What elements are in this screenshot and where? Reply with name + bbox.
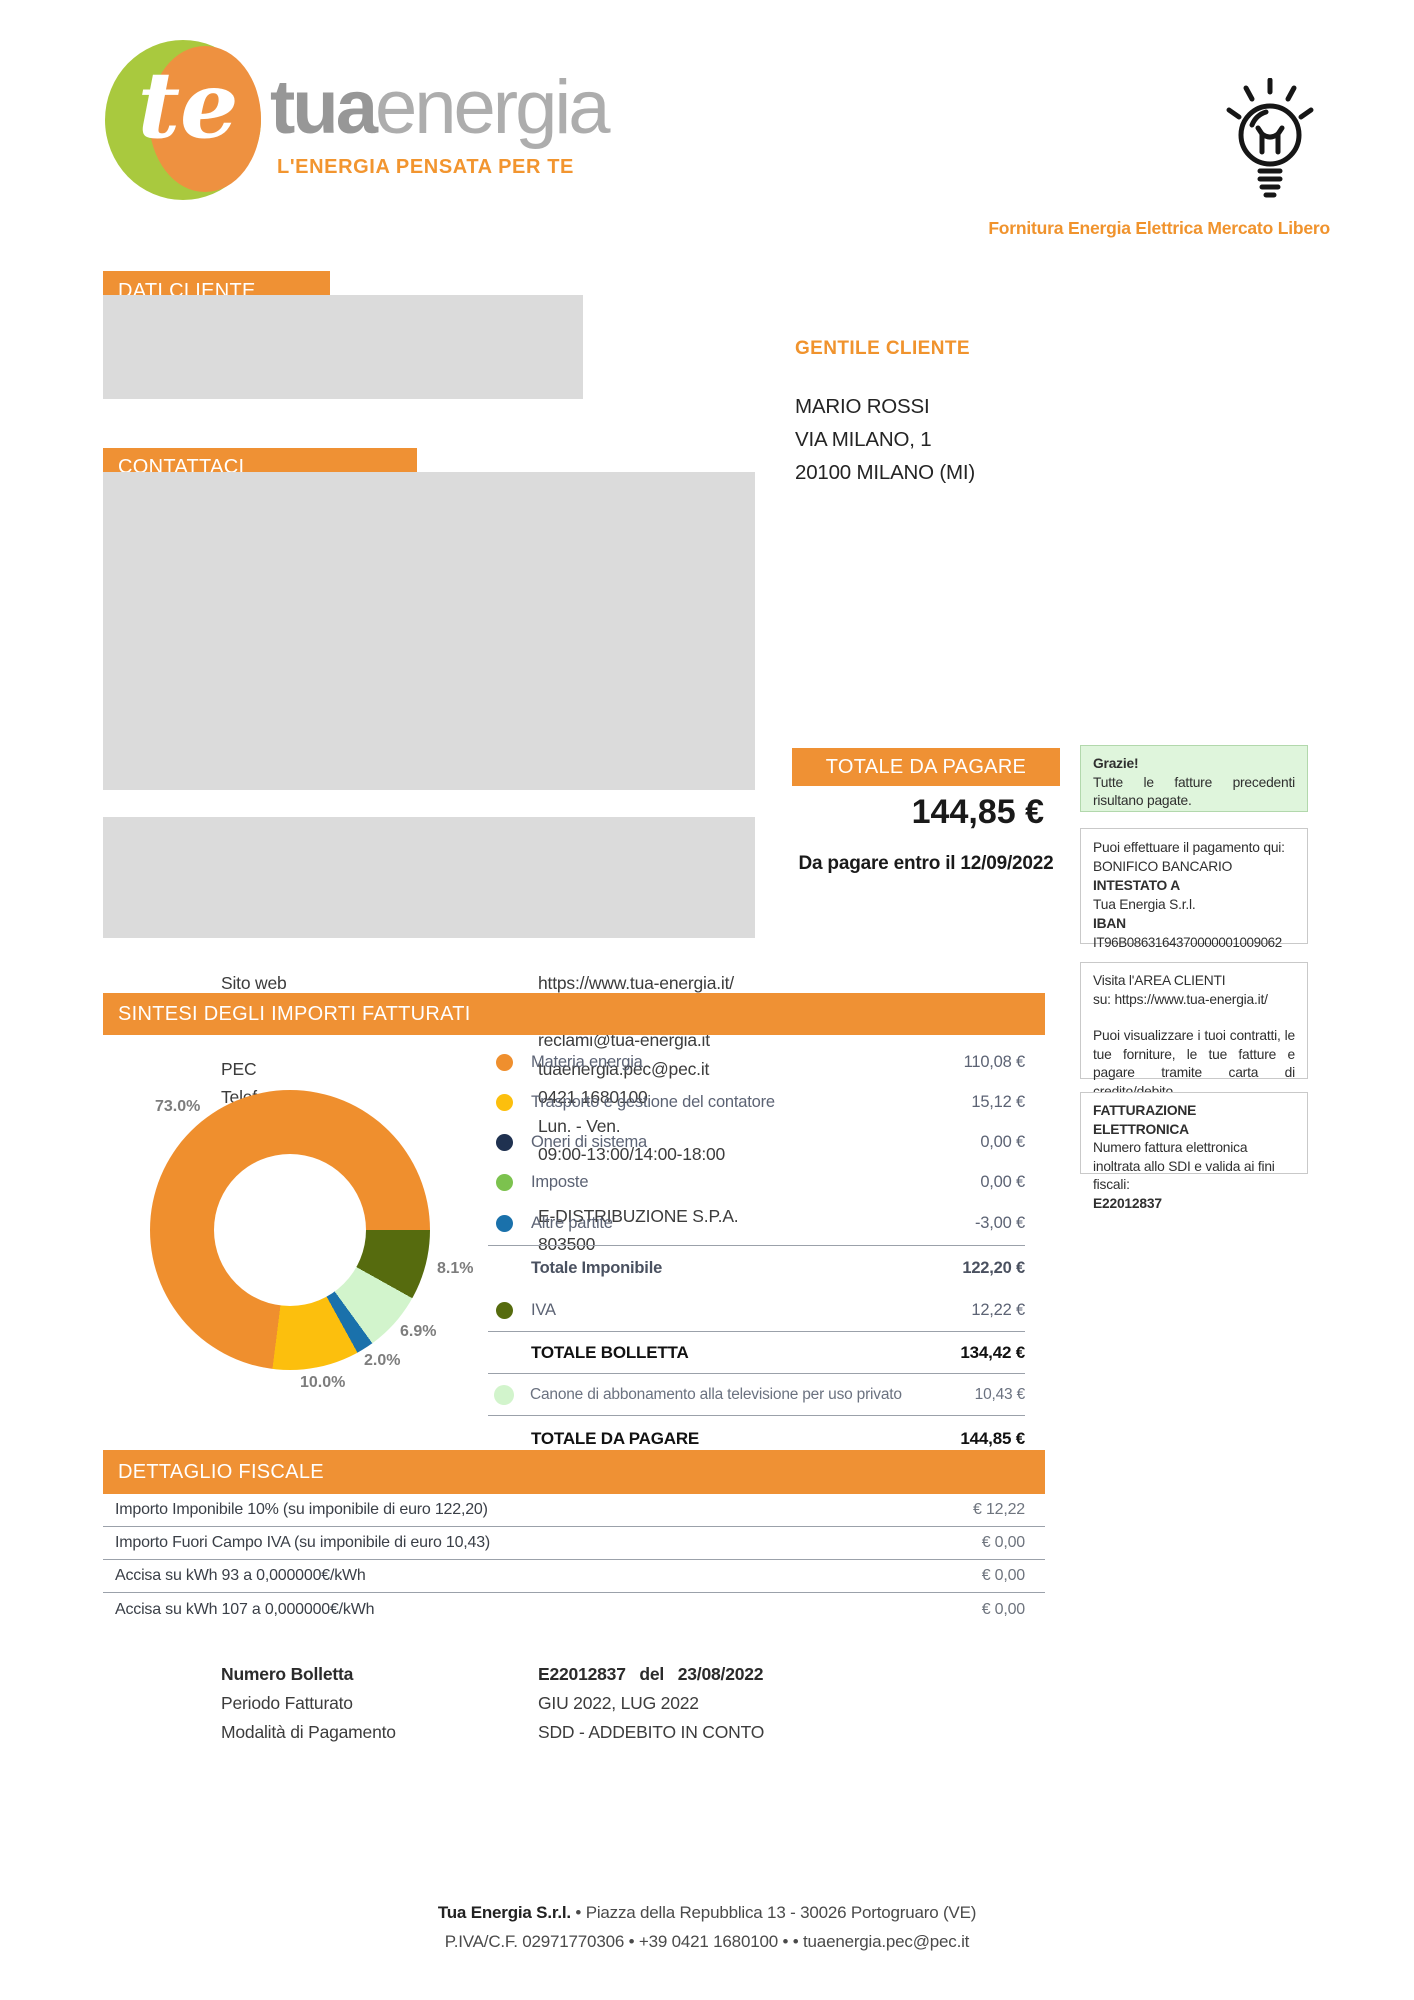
dati-cliente-box: Codice cliente00001234 Codice fiscaleABC… [103, 295, 622, 670]
logo-orange-oval [149, 46, 261, 192]
intestato-value: Tua Energia S.r.l. [1093, 897, 1196, 912]
intestato-label: INTESTATO A [1093, 878, 1180, 893]
materia-dot-icon [496, 1053, 513, 1071]
legend-row-oneri: Oneri di sistema 0,00 € [488, 1122, 1025, 1162]
oneri-dot-icon [496, 1133, 513, 1151]
supply-type-label: Fornitura Energia Elettrica Mercato Libe… [988, 218, 1330, 238]
logo-monogram: te [137, 51, 239, 159]
logo-word-tua: tua [270, 65, 378, 150]
totale-bolletta-row: TOTALE BOLLETTA 134,42 € [488, 1332, 1025, 1374]
area-clienti-line1: Visita l'AREA CLIENTI [1093, 973, 1226, 988]
footer-line2: P.IVA/C.F. 02971770306 • +39 0421 168010… [444, 1932, 970, 1951]
pie-label-20: 2.0% [364, 1352, 401, 1369]
contact-row: Sito web https://www.tua-energia.it/ [221, 973, 734, 993]
contact-row: 09:00-13:00/14:00-18:00 [538, 1144, 726, 1164]
periodo-fatturato-row: Periodo Fatturato GIU 2022, LUG 2022 [221, 1693, 699, 1713]
pie-label-81: 8.1% [437, 1260, 474, 1277]
contact-row: 803500 [538, 1234, 596, 1254]
pie-label-73: 73.0% [155, 1098, 201, 1115]
gentile-cliente-title: GENTILE CLIENTE [795, 338, 970, 359]
trasporto-dot-icon [496, 1093, 513, 1111]
customer-city: 20100 MILANO (MI) [795, 461, 976, 484]
tax-row: Accisa su kWh 107 a 0,000000€/kWh € 0,00 [115, 1600, 1025, 1618]
canone-row: Canone di abbonamento alla televisione p… [488, 1374, 1025, 1416]
contact-row: PEC tuaenergia.pec@pec.it [221, 1058, 710, 1079]
canone-dot-icon [494, 1384, 514, 1405]
footer-company: Tua Energia S.r.l. [437, 1903, 571, 1922]
tax-row: Importo Fuori Campo IVA (su imponibile d… [103, 1527, 1045, 1560]
tax-row: Accisa su kWh 93 a 0,000000€/kWh € 0,00 [103, 1560, 1045, 1593]
fatturazione-box: FATTURAZIONE ELETTRONICA Numero fattura … [1080, 1092, 1308, 1211]
fatturazione-text: Numero fattura elettronica inoltrata all… [1093, 1140, 1275, 1192]
modalita-pagamento-row: Modalità di Pagamento SDD - ADDEBITO IN C… [221, 1722, 765, 1742]
dettaglio-fiscale-header: DETTAGLIO FISCALE [103, 1450, 1045, 1494]
grazie-text: Tutte le fatture precedenti risultano pa… [1093, 774, 1295, 809]
area-clienti-text: Puoi visualizzare i tuoi contratti, le t… [1093, 1028, 1295, 1099]
tax-row: Importo Imponibile 10% (su imponibile di… [103, 1494, 1045, 1527]
legend-row-altre: Altre partite -3,00 € [488, 1202, 1025, 1246]
iva-dot-icon [496, 1302, 513, 1319]
legend-row-materia: Materia energia 110,08 € [488, 1042, 1025, 1082]
totale-finale-row: TOTALE DA PAGARE 144,85 € [531, 1429, 1025, 1448]
due-date-label: Da pagare entro il 12/09/2022 [798, 853, 1054, 874]
donut-chart [150, 1090, 430, 1370]
dettaglio-fiscale-table: Importo Imponibile 10% (su imponibile di… [103, 1494, 1045, 1626]
importi-legend: Materia energia 110,08 € Trasporto e gest… [488, 1042, 1025, 1462]
numero-bolletta-row: Numero Bolletta E22012837 del 23/08/2022 [221, 1664, 764, 1684]
legend-row-imposte: Imposte 0,00 € [488, 1162, 1025, 1202]
iban-value: IT96B0863164370000001009062 [1093, 935, 1282, 950]
area-clienti-url: su: https://www.tua-energia.it/ [1093, 991, 1268, 1007]
imposte-dot-icon [496, 1173, 513, 1191]
area-clienti-box: Visita l'AREA CLIENTI su: https://www.tu… [1080, 962, 1308, 1099]
pie-label-100: 10.0% [300, 1374, 346, 1391]
payment-line1: Puoi effettuare il pagamento qui: [1093, 840, 1285, 855]
customer-street: VIA MILANO, 1 [795, 428, 932, 451]
iva-row: IVA 12,22 € [488, 1290, 1025, 1332]
contact-row: reclami@tua-energia.it [538, 1030, 710, 1050]
totale-da-pagare-amount: 144,85 € [911, 793, 1044, 831]
lightbulb-icon [1222, 77, 1318, 209]
grazie-note: Grazie! Tutte le fatture precedenti risu… [1080, 745, 1308, 812]
customer-address: MARIO ROSSI VIA MILANO, 1 20100 MILANO (… [795, 390, 975, 489]
totale-da-pagare-header: TOTALE DA PAGARE [792, 748, 1060, 786]
totale-imponibile-row: Totale Imponibile 122,20 € [531, 1258, 1025, 1277]
bolletta-info-box: Numero Bolletta E22012837 del 23/08/2022 … [103, 817, 764, 1742]
pie-label-69: 6.9% [400, 1323, 437, 1340]
grazie-title: Grazie! [1093, 756, 1139, 771]
payment-method: BONIFICO BANCARIO [1093, 859, 1233, 874]
legend-row-trasporto: Trasporto e gestione del contatore 15,12 … [488, 1082, 1025, 1122]
company-logo: te tuaenergia L'ENERGIA PENSATA PER TE [105, 38, 745, 208]
footer: Tua Energia S.r.l. • Piazza della Repubb… [0, 1898, 1414, 1956]
fatturazione-number: E22012837 [1093, 1195, 1162, 1211]
iban-label: IBAN [1093, 916, 1126, 931]
sintesi-header: SINTESI DEGLI IMPORTI FATTURATI [103, 993, 1045, 1035]
logo-word-energia: energia [375, 65, 611, 150]
payment-info-box: Puoi effettuare il pagamento qui: BONIFI… [1080, 828, 1308, 950]
footer-line1: Tua Energia S.r.l. • Piazza della Repubb… [437, 1903, 977, 1922]
altre-dot-icon [496, 1215, 513, 1232]
fatturazione-title: FATTURAZIONE ELETTRONICA [1093, 1103, 1197, 1137]
customer-name: MARIO ROSSI [795, 395, 930, 418]
logo-tagline: L'ENERGIA PENSATA PER TE [277, 156, 574, 178]
logo-wordmark: tuaenergia [270, 70, 611, 146]
